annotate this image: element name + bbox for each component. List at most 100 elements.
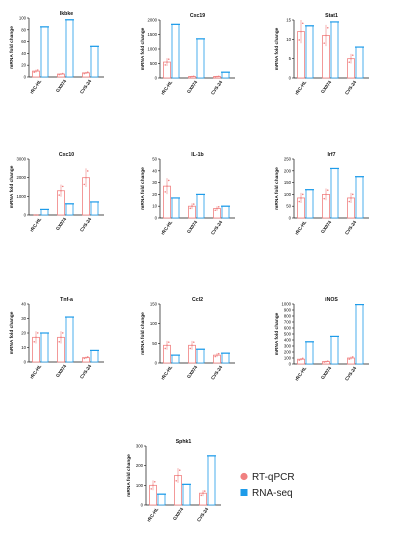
data-point-rt-qpcr (36, 214, 39, 216)
y-tick-label: 0 (155, 76, 158, 81)
y-axis-label: mRNA fold change (274, 312, 280, 355)
data-point-rt-qpcr (33, 214, 36, 216)
y-axis-label: mRNA fold change (140, 27, 146, 70)
y-tick-label: 200 (284, 350, 292, 355)
data-point-rt-qpcr (301, 193, 304, 196)
x-tick-label: CVS-24 (210, 79, 224, 95)
y-tick-label: 5 (289, 56, 292, 61)
y-tick-label: 20 (21, 63, 26, 68)
data-point-rt-qpcr (326, 189, 329, 191)
chart-panel-irf7: Irf7 mRNA fold change 0 50 100 150 200 250 rRC-H… (274, 152, 369, 236)
bar-rna-seq (65, 316, 74, 363)
chart-panel-sphk1: Sphk1 mRNA fold change 0 100 200 300 rRC-HL GX0… (126, 439, 221, 523)
data-point-rt-qpcr (301, 22, 304, 25)
x-tick-label: GX074 (320, 365, 333, 380)
x-tick-label: GX074 (320, 79, 333, 94)
y-tick-label: 30 (21, 316, 26, 321)
x-tick-label: CVS-24 (79, 363, 93, 379)
y-tick-label: 1000 (147, 47, 157, 52)
x-tick-label: GX074 (55, 78, 68, 93)
x-tick-label: rRC-HL (294, 366, 307, 382)
bar-rna-seq (305, 341, 314, 365)
bar-rna-seq (65, 19, 74, 78)
x-tick-label: CVS-24 (210, 364, 224, 380)
data-point-rt-qpcr (203, 490, 206, 492)
data-point-rt-qpcr (348, 61, 351, 63)
data-point-rt-qpcr (217, 352, 220, 355)
y-tick-label: 300 (284, 344, 292, 349)
y-axis-label: mRNA fold change (274, 167, 280, 210)
chart-title: iNOS (325, 297, 338, 303)
data-point-rt-qpcr (164, 191, 167, 193)
y-axis-label: mRNA fold change (140, 312, 146, 355)
x-tick-label: CVS-24 (344, 219, 358, 235)
data-point-rt-qpcr (36, 69, 39, 71)
y-tick-label: 0 (141, 503, 144, 508)
bar-rna-seq (330, 335, 339, 365)
data-point-rt-qpcr (61, 185, 64, 188)
chart-title: IL-1b (191, 152, 203, 158)
y-tick-label: 100 (136, 483, 144, 488)
y-tick-label: 80 (21, 27, 26, 32)
y-tick-label: 20 (21, 331, 26, 336)
data-point-rt-qpcr (58, 73, 61, 76)
y-tick-label: 600 (284, 326, 292, 331)
chart-title: Sphk1 (176, 439, 192, 445)
y-tick-label: 30 (152, 180, 157, 185)
chart-panel-inos: iNOS mRNA fold change 01002003004005006007… (274, 297, 369, 382)
y-axis-label: mRNA fold change (126, 454, 132, 497)
y-tick-label: 700 (284, 320, 292, 325)
data-point-rt-qpcr (167, 341, 170, 343)
data-point-rt-qpcr (298, 39, 301, 41)
chart-panel-cxc19: Cxc19 mRNA fold change 0 500 1000 1500 2000 rRC… (140, 13, 235, 96)
data-point-rt-qpcr (351, 54, 354, 56)
bar-rna-seq (221, 352, 230, 364)
data-point-rt-qpcr (178, 469, 181, 471)
data-point-rt-qpcr (61, 72, 64, 75)
data-point-rt-qpcr (58, 194, 61, 196)
chart-title: Ccl2 (192, 297, 203, 303)
data-point-rt-qpcr (189, 76, 192, 78)
y-tick-label: 40 (152, 168, 157, 173)
data-point-rt-qpcr (150, 488, 153, 490)
data-point-rt-qpcr (83, 357, 86, 360)
y-tick-label: 300 (136, 444, 144, 449)
y-tick-label: 2000 (147, 18, 157, 23)
data-point-rt-qpcr (175, 480, 178, 482)
data-point-rt-qpcr (326, 360, 329, 362)
data-point-rt-qpcr (348, 358, 351, 360)
y-tick-label: 60 (21, 39, 26, 44)
bar-rna-seq (171, 197, 180, 219)
y-tick-label: 40 (21, 302, 26, 307)
bar-rna-seq (90, 45, 99, 78)
chart-panel-tnf-a: Tnf-a mRNA fold change 0 10 20 30 40 rRC-HL GX07… (9, 297, 104, 380)
data-point-rt-qpcr (301, 357, 304, 360)
y-tick-label: 100 (150, 321, 158, 326)
bar-rna-seq (90, 349, 99, 363)
data-point-rt-qpcr (58, 340, 61, 343)
y-tick-label: 200 (284, 168, 292, 173)
bar-rna-seq (40, 26, 49, 78)
y-tick-label: 50 (286, 204, 291, 209)
bar-rna-seq (221, 205, 230, 219)
x-tick-label: CVS-24 (344, 79, 358, 95)
bar-rna-seq (305, 25, 314, 79)
x-tick-label: rRC-HL (294, 80, 307, 96)
data-point-rt-qpcr (323, 42, 326, 44)
data-point-rt-qpcr (323, 197, 326, 200)
y-tick-label: 1000 (16, 194, 26, 199)
y-tick-label: 50 (152, 341, 157, 346)
legend-label: RNA-seq (252, 488, 293, 499)
y-tick-label: 10 (21, 345, 26, 350)
data-point-rt-qpcr (167, 179, 170, 182)
data-point-rt-qpcr (217, 75, 220, 78)
y-tick-label: 3000 (16, 157, 26, 162)
data-point-rt-qpcr (189, 347, 192, 350)
data-point-rt-qpcr (164, 64, 167, 66)
bar-rna-seq (182, 483, 191, 506)
data-point-rt-qpcr (298, 359, 301, 361)
legend-marker-rt-qpcr (240, 472, 248, 481)
data-point-rt-qpcr (214, 355, 217, 358)
data-point-rt-qpcr (164, 347, 167, 350)
y-tick-label: 15 (286, 18, 291, 23)
